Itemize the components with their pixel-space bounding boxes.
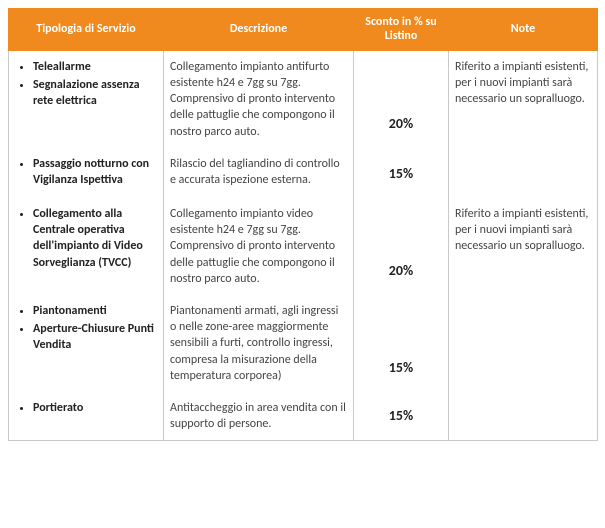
header-note: Note <box>449 9 598 51</box>
description-cell: Collegamento impianto video esistente h2… <box>164 198 354 295</box>
table-row: Collegamento alla Centrale operativa del… <box>9 198 598 295</box>
service-item: Collegamento alla Centrale operativa del… <box>33 206 157 271</box>
service-list: Collegamento alla Centrale operativa del… <box>15 206 157 271</box>
discount-cell: 15% <box>354 148 449 198</box>
service-list: Piantonamenti Aperture-Chiusure Punti Ven… <box>15 303 157 354</box>
header-discount: Sconto in % su Listino <box>354 9 449 51</box>
table-row: Piantonamenti Aperture-Chiusure Punti Ven… <box>9 295 598 392</box>
discount-cell: 20% <box>354 198 449 295</box>
note-cell: Riferito a impianti esistenti, per i nuo… <box>449 198 598 295</box>
service-type-cell: Teleallarme Segnalazione assenza rete ele… <box>9 50 164 147</box>
service-type-cell: Piantonamenti Aperture-Chiusure Punti Ven… <box>9 295 164 392</box>
table-row: Teleallarme Segnalazione assenza rete ele… <box>9 50 598 147</box>
header-service-type: Tipologia di Servizio <box>9 9 164 51</box>
service-list: Passaggio notturno con Vigilanza Ispetti… <box>15 156 157 188</box>
description-cell: Piantonamenti armati, agli ingressi o ne… <box>164 295 354 392</box>
service-item: Teleallarme <box>33 59 157 75</box>
header-description: Descrizione <box>164 9 354 51</box>
service-item: Portierato <box>33 400 157 416</box>
service-item: Segnalazione assenza rete elettrica <box>33 77 157 109</box>
description-cell: Collegamento impianto antifurto esistent… <box>164 50 354 147</box>
service-list: Portierato <box>15 400 157 416</box>
note-cell: Riferito a impianti esistenti, per i nuo… <box>449 50 598 147</box>
service-list: Teleallarme Segnalazione assenza rete ele… <box>15 59 157 110</box>
discount-cell: 15% <box>354 295 449 392</box>
table-row: Passaggio notturno con Vigilanza Ispetti… <box>9 148 598 198</box>
note-cell <box>449 392 598 441</box>
services-table: Tipologia di Servizio Descrizione Sconto… <box>8 8 598 441</box>
description-cell: Rilascio del tagliandino di controllo e … <box>164 148 354 198</box>
note-cell <box>449 295 598 392</box>
note-cell <box>449 148 598 198</box>
table-header-row: Tipologia di Servizio Descrizione Sconto… <box>9 9 598 51</box>
table-row: Portierato Antitaccheggio in area vendita… <box>9 392 598 441</box>
service-type-cell: Passaggio notturno con Vigilanza Ispetti… <box>9 148 164 198</box>
service-item: Piantonamenti <box>33 303 157 319</box>
table-body: Teleallarme Segnalazione assenza rete ele… <box>9 50 598 441</box>
service-type-cell: Portierato <box>9 392 164 441</box>
service-item: Passaggio notturno con Vigilanza Ispetti… <box>33 156 157 188</box>
discount-cell: 15% <box>354 392 449 441</box>
service-item: Aperture-Chiusure Punti Vendita <box>33 321 157 353</box>
discount-cell: 20% <box>354 50 449 147</box>
description-cell: Antitaccheggio in area vendita con il su… <box>164 392 354 441</box>
service-type-cell: Collegamento alla Centrale operativa del… <box>9 198 164 295</box>
